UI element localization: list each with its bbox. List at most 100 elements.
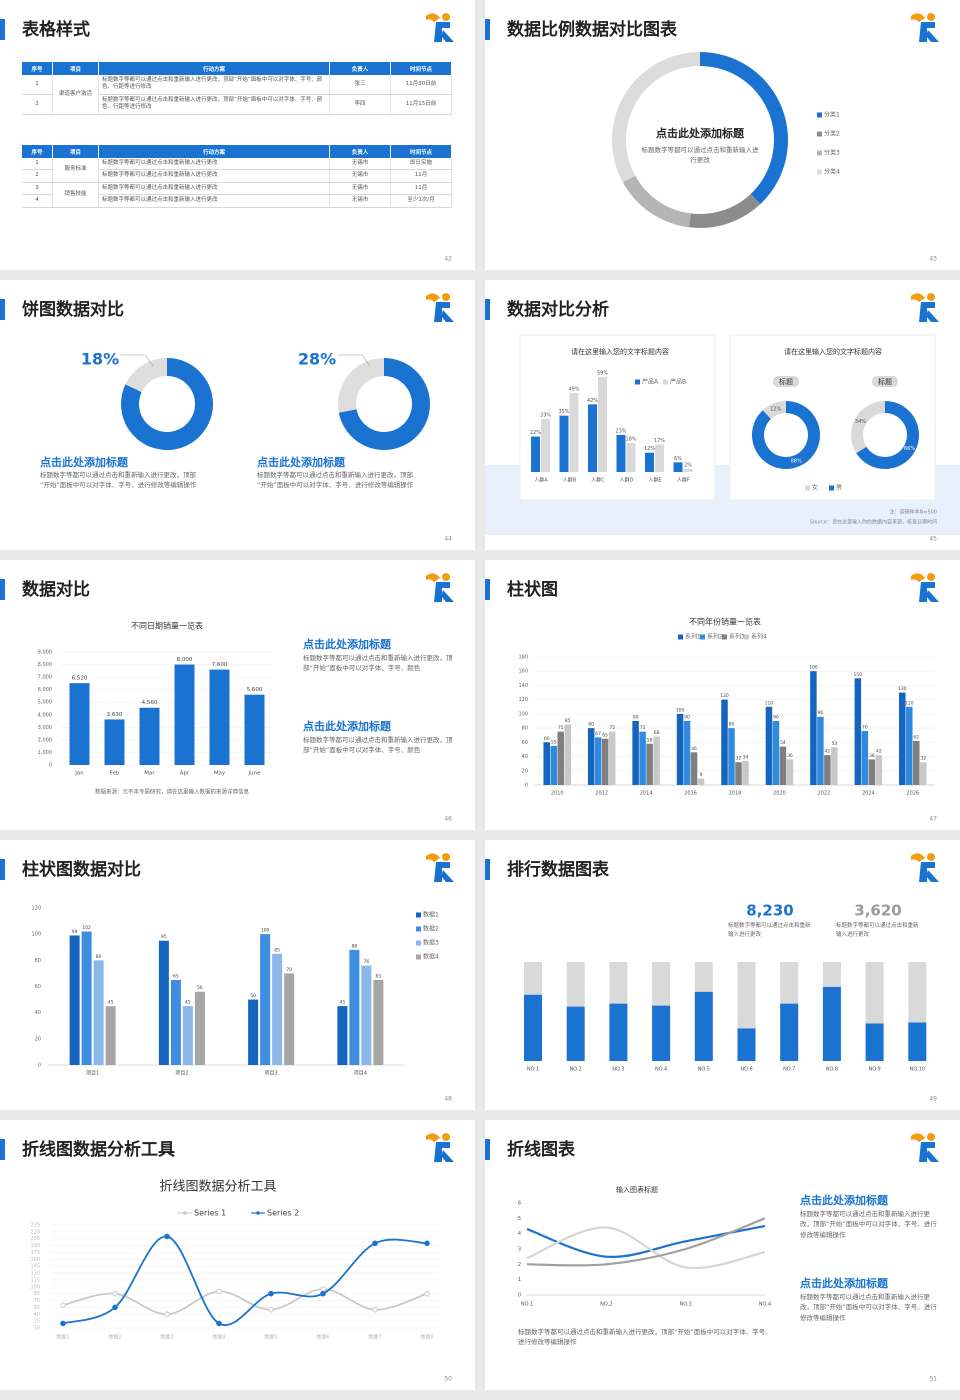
y-tick-label: 7,000 — [38, 675, 52, 681]
y-tick-label: 80 — [522, 726, 528, 732]
bar — [772, 721, 780, 785]
x-tick-label: 2018 — [729, 791, 742, 797]
legend-label-swatch — [829, 485, 834, 491]
bar — [608, 731, 616, 785]
bar-segment — [780, 1003, 799, 1061]
y-tick-label: 0 — [525, 783, 528, 789]
slide-title: 柱状图 — [507, 579, 558, 600]
value-label: 110 — [765, 700, 774, 706]
logo-shape — [926, 1150, 939, 1162]
logo-shape — [926, 310, 939, 322]
slide-title: 折线图数据分析工具 — [22, 1139, 175, 1160]
logo-shape — [434, 582, 450, 602]
y-tick-label: 40 — [522, 754, 528, 760]
slide-canvas: 柱状图 47 不同年份销量一览表 0 20 40 60 80 100 120 140 160 180 60… — [485, 573, 939, 823]
chart-title: 请在这里输入您的文字标题内容 — [784, 347, 882, 356]
legend-label-swatch — [817, 112, 822, 118]
bar — [655, 444, 664, 472]
page-number: 46 — [444, 816, 452, 823]
value-label: 8,000 — [177, 657, 193, 663]
bar — [786, 759, 794, 785]
value-label: 45 — [108, 1000, 114, 1006]
slide-canvas: 饼图数据对比 44 18% 28% — [0, 293, 454, 543]
percent-label: 18% — [81, 350, 119, 369]
y-tick-label: 1 — [518, 1277, 521, 1283]
point — [112, 1304, 118, 1311]
x-tick-label: 人群E — [648, 477, 661, 484]
action-cell: 标题数字等都可以通过点击和重新输入进行更改，顶部“开始”面板中可以对字体、字号、… — [98, 94, 330, 115]
chart-title: 不同年份销量一览表 — [689, 617, 761, 627]
logo-shape — [441, 30, 454, 42]
logo — [911, 293, 939, 322]
logo-shape — [426, 13, 440, 22]
x-tick-label: 人群C — [591, 477, 605, 484]
table-row: 4 标题数字等都可以通过点击和重新输入进行更改 无锡市 至少1次/月 — [22, 194, 452, 208]
logo — [426, 853, 454, 882]
value-label: 12% — [770, 406, 781, 412]
title-accent — [485, 1139, 490, 1160]
legend-label: 系列2 — [707, 633, 723, 641]
x-tick-label: NO.1 — [521, 1302, 533, 1308]
point — [320, 1290, 326, 1297]
legend-label-swatch — [663, 379, 668, 385]
y-tick-label: 100 — [31, 932, 41, 938]
project-cell: 渠道客户激活 — [52, 75, 99, 115]
logo — [426, 573, 454, 602]
action-cell: 标题数字等都可以通过点击和重新输入进行更改 — [98, 158, 330, 171]
x-tick-label: 人群B — [563, 477, 577, 484]
legend-label-swatch — [416, 912, 421, 918]
x-tick-label: 2024 — [862, 791, 875, 797]
page-number: 50 — [444, 1376, 452, 1383]
owner-cell: 无锡市 — [329, 182, 391, 196]
value-label: 65 — [173, 973, 179, 979]
bar — [817, 716, 824, 785]
subheading: 点击此处添加标题 — [800, 1194, 888, 1207]
bar — [598, 377, 607, 472]
bar — [854, 678, 862, 785]
bar — [735, 762, 742, 785]
percent-label: 28% — [298, 350, 336, 369]
value-label: 62 — [913, 734, 919, 740]
point — [320, 1286, 326, 1292]
bar — [645, 452, 654, 472]
header-cell: 时间节点 — [390, 62, 452, 75]
chart-title: 输入图表标题 — [616, 1185, 658, 1194]
legend-label: 产品B — [670, 378, 686, 386]
body-text: 标题数字等都可以通过点击和重新输入进行更改，顶部“开始”面板中可以对字体、字号、… — [40, 471, 197, 490]
logo — [426, 13, 454, 42]
value-label: 65 — [376, 973, 382, 979]
value-label: 34% — [855, 419, 866, 425]
index-cell: 4 — [22, 194, 53, 208]
bar — [587, 728, 595, 785]
value-label: 36 — [869, 753, 875, 759]
x-tick-label: 数据3 — [160, 1334, 173, 1341]
value-label: 75 — [609, 725, 615, 731]
chart-title: 请在这里输入您的文字标题内容 — [571, 347, 669, 356]
y-tick-label: 235 — [30, 1223, 40, 1229]
logo-shape — [441, 1150, 454, 1162]
logo-shape — [926, 870, 939, 882]
y-tick-label: 6,000 — [38, 687, 52, 693]
y-tick-label: 1,000 — [38, 750, 52, 756]
body-text: 标题数字等都可以通过点击和重新输入进行更改，顶部“开始”面板中可以对字体、字号、… — [800, 1293, 937, 1322]
y-tick-label: 0 — [38, 1063, 41, 1069]
y-tick-label: 4 — [518, 1231, 521, 1237]
value-label: 68 — [654, 730, 660, 736]
donut-label: 标题 — [779, 377, 793, 386]
slide-canvas: 数据对比 46 不同日期销量一览表 0 1,000 2,000 3,000 4,000 5,00… — [0, 573, 454, 823]
title-accent — [0, 579, 5, 600]
x-tick-label: NO.4 — [655, 1067, 667, 1073]
y-tick-label: 2 — [518, 1262, 521, 1268]
bar — [594, 737, 602, 785]
x-tick-label: 项目2 — [175, 1071, 188, 1077]
legend-label-swatch — [744, 634, 749, 640]
card — [519, 334, 716, 501]
y-tick-label: 5,000 — [38, 700, 52, 706]
legend-label: 女 — [812, 484, 818, 492]
page-number: 47 — [929, 816, 937, 823]
bar-segment — [865, 1023, 884, 1061]
leader-line — [337, 354, 371, 367]
data-table: 序号 项目 行动方案 负责人 时间节点 1 渠道客户激活 标题数字等都可以通过点击和重新输入进… — [22, 62, 452, 115]
point — [268, 1290, 274, 1297]
y-tick-label: 205 — [30, 1236, 40, 1242]
